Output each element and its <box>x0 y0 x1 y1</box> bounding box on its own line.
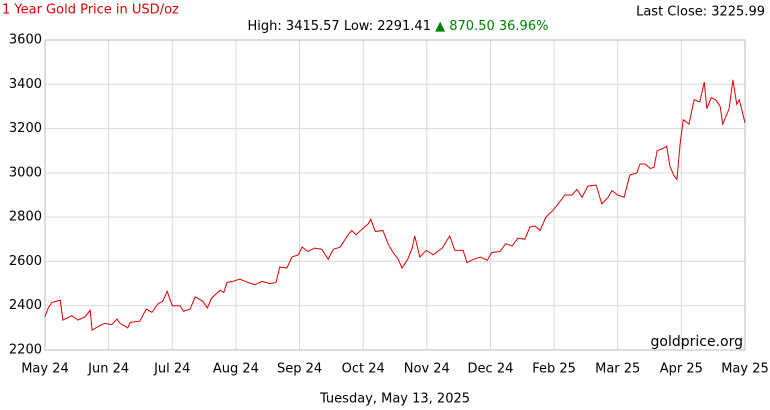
plot-border <box>44 39 746 351</box>
y-tick-label: 3000 <box>9 165 42 180</box>
x-tick-label: Oct 24 <box>342 362 385 377</box>
change: ▲ 870.50 36.96% <box>435 19 548 34</box>
x-tick-label: Apr 25 <box>660 362 703 377</box>
x-tick-label: May 25 <box>721 362 769 377</box>
x-tick-label: Jul 24 <box>153 362 190 377</box>
y-tick-label: 2400 <box>9 298 42 313</box>
date: Tuesday, May 13, 2025 <box>319 392 470 407</box>
y-tick-label: 2800 <box>9 210 42 225</box>
x-tick-label: Dec 24 <box>468 362 514 377</box>
y-tick-label: 3200 <box>9 121 42 136</box>
y-tick-label: 3600 <box>9 33 42 48</box>
chart-title: 1 Year Gold Price in USD/oz <box>2 3 179 18</box>
x-tick-label: Mar 25 <box>595 362 640 377</box>
y-tick-label: 2600 <box>9 254 42 269</box>
watermark: goldprice.org <box>651 334 743 350</box>
x-tick-label: May 24 <box>21 362 69 377</box>
x-tick-label: Nov 24 <box>404 362 450 377</box>
x-tick-label: Feb 25 <box>532 362 576 377</box>
y-tick-label: 3400 <box>9 77 42 92</box>
y-tick-label: 2200 <box>9 343 42 358</box>
stats: High: 3415.57 Low: 2291.41 ▲ 870.50 36.9… <box>248 19 549 34</box>
x-tick-label: Sep 24 <box>277 362 322 377</box>
x-tick-label: Jun 24 <box>87 362 129 377</box>
x-tick-label: Aug 24 <box>213 362 259 377</box>
high-low: High: 3415.57 Low: 2291.41 <box>248 19 431 34</box>
price-line <box>44 79 746 331</box>
last-close: Last Close: 3225.99 <box>636 5 765 20</box>
